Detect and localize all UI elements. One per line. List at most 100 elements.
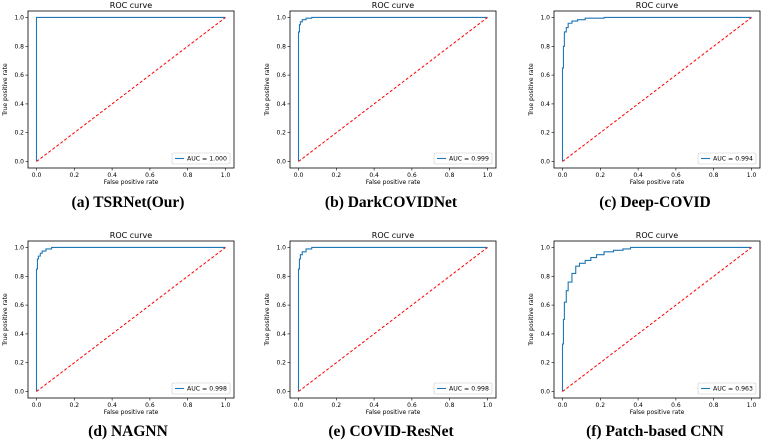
legend: AUC = 0.999: [433, 152, 493, 165]
chart-title: ROC curve: [110, 231, 152, 240]
y-tick-label: 0.4: [540, 101, 550, 108]
y-tick-label: 0.0: [540, 159, 550, 166]
legend-label: AUC = 0.963: [713, 386, 753, 393]
chance-diagonal-line: [36, 17, 226, 162]
chance-diagonal-line: [36, 247, 226, 392]
legend: AUC = 1.000: [171, 152, 231, 165]
y-axis-label: True positive rate: [528, 293, 535, 347]
roc-chart: ROC curve 0.0 0.2 0.4 0.6 0.8 1.0 0.0 0.2 0.4 0.6 0…: [2, 231, 235, 416]
roc-curve-line: [35, 246, 226, 392]
roc-panel-c: ROC curve 0.0 0.2 0.4 0.6 0.8 1.0 0.0 0.2 0.4 0.6 0…: [526, 0, 764, 188]
roc-chart: ROC curve 0.0 0.2 0.4 0.6 0.8 1.0 0.0 0.2 0.4 0.6 0…: [2, 1, 235, 186]
x-tick-label: 0.0: [294, 402, 304, 409]
roc-chart: ROC curve 0.0 0.2 0.4 0.6 0.8 1.0 0.0 0.2 0.4 0.6 0…: [528, 231, 761, 416]
y-axis-label: True positive rate: [2, 293, 9, 347]
y-tick-label: 0.2: [14, 130, 24, 137]
y-tick-label: 0.6: [540, 72, 550, 79]
legend-box: [171, 152, 231, 165]
caption-f: (f) Patch-based CNN: [586, 423, 724, 440]
x-tick-label: 0.8: [183, 172, 193, 179]
x-tick-label: 1.0: [747, 402, 757, 409]
x-tick-label: 0.8: [709, 172, 719, 179]
roc-panel-b: ROC curve 0.0 0.2 0.4 0.6 0.8 1.0 0.0 0.2 0.4 0.6 0…: [262, 0, 500, 188]
x-tick-label: 1.0: [221, 402, 231, 409]
x-tick-label: 0.4: [107, 402, 117, 409]
y-tick-label: 1.0: [14, 244, 24, 251]
x-tick-label: 0.8: [445, 402, 455, 409]
roc-chart: ROC curve 0.0 0.2 0.4 0.6 0.8 1.0 0.0 0.2 0.4 0.6 0…: [528, 1, 761, 186]
y-tick-label: 0.2: [14, 360, 24, 367]
y-axis-label: True positive rate: [528, 63, 535, 117]
y-tick-label: 0.2: [276, 360, 286, 367]
legend-box: [433, 382, 493, 395]
caption-a: (a) TSRNet(Our): [71, 194, 185, 211]
legend-label: AUC = 1.000: [187, 156, 227, 163]
chance-diagonal-line: [562, 17, 752, 162]
roc-panel-d: ROC curve 0.0 0.2 0.4 0.6 0.8 1.0 0.0 0.2 0.4 0.6 0…: [0, 230, 238, 418]
x-axis-label: False positive rate: [630, 179, 685, 186]
x-tick-label: 0.2: [596, 172, 606, 179]
chance-diagonal-line: [562, 247, 752, 392]
x-tick-label: 0.2: [332, 402, 342, 409]
x-tick-label: 0.0: [558, 402, 568, 409]
y-tick-label: 0.0: [276, 389, 286, 396]
legend: AUC = 0.994: [697, 152, 757, 165]
y-tick-label: 1.0: [14, 14, 24, 21]
x-tick-label: 1.0: [747, 172, 757, 179]
y-tick-label: 0.8: [540, 273, 550, 280]
y-tick-label: 0.6: [276, 72, 286, 79]
caption-b: (b) DarkCOVIDNet: [324, 194, 458, 211]
chart-title: ROC curve: [636, 1, 678, 10]
y-tick-label: 0.8: [540, 43, 550, 50]
y-tick-label: 0.6: [276, 302, 286, 309]
roc-panel-a: ROC curve 0.0 0.2 0.4 0.6 0.8 1.0 0.0 0.2 0.4 0.6 0…: [0, 0, 238, 188]
x-tick-label: 0.8: [445, 172, 455, 179]
y-tick-label: 0.8: [14, 273, 24, 280]
x-tick-label: 0.4: [633, 172, 643, 179]
x-axis-label: False positive rate: [366, 179, 421, 186]
chart-title: ROC curve: [110, 1, 152, 10]
chance-diagonal-line: [298, 247, 488, 392]
roc-panel-e: ROC curve 0.0 0.2 0.4 0.6 0.8 1.0 0.0 0.2 0.4 0.6 0…: [262, 230, 500, 418]
x-tick-label: 0.2: [70, 402, 80, 409]
axes-frame: [289, 10, 497, 169]
x-tick-label: 0.6: [407, 172, 417, 179]
x-tick-label: 0.0: [558, 172, 568, 179]
y-tick-label: 0.6: [540, 302, 550, 309]
roc-chart: ROC curve 0.0 0.2 0.4 0.6 0.8 1.0 0.0 0.2 0.4 0.6 0…: [264, 231, 497, 416]
axes-frame: [553, 10, 761, 169]
y-axis-label: True positive rate: [2, 63, 9, 117]
legend-label: AUC = 0.998: [187, 386, 227, 393]
caption-e: (e) COVID-ResNet: [328, 423, 454, 440]
x-tick-label: 0.2: [596, 402, 606, 409]
y-tick-label: 0.6: [14, 72, 24, 79]
y-tick-label: 0.8: [276, 273, 286, 280]
roc-curve-line: [561, 246, 752, 392]
legend-box: [433, 152, 493, 165]
x-tick-label: 0.4: [633, 402, 643, 409]
caption-d: (d) NAGNN: [88, 423, 168, 440]
x-tick-label: 0.0: [32, 402, 42, 409]
x-tick-label: 0.8: [709, 402, 719, 409]
x-tick-label: 0.4: [107, 172, 117, 179]
y-tick-label: 1.0: [276, 14, 286, 21]
y-tick-label: 0.2: [276, 130, 286, 137]
y-tick-label: 0.2: [540, 360, 550, 367]
y-tick-label: 0.4: [14, 331, 24, 338]
y-tick-label: 0.0: [276, 159, 286, 166]
x-axis-label: False positive rate: [366, 409, 421, 416]
y-tick-label: 1.0: [540, 14, 550, 21]
roc-curve-line: [561, 16, 752, 162]
chance-diagonal-line: [298, 17, 488, 162]
y-tick-label: 0.2: [540, 130, 550, 137]
y-tick-label: 0.6: [14, 302, 24, 309]
x-tick-label: 0.6: [407, 402, 417, 409]
x-tick-label: 0.0: [294, 172, 304, 179]
roc-curve-line: [35, 16, 226, 162]
legend: AUC = 0.963: [697, 382, 757, 395]
x-tick-label: 0.2: [332, 172, 342, 179]
x-tick-label: 1.0: [483, 402, 493, 409]
legend-box: [697, 152, 757, 165]
x-tick-label: 1.0: [483, 172, 493, 179]
y-tick-label: 0.0: [14, 159, 24, 166]
